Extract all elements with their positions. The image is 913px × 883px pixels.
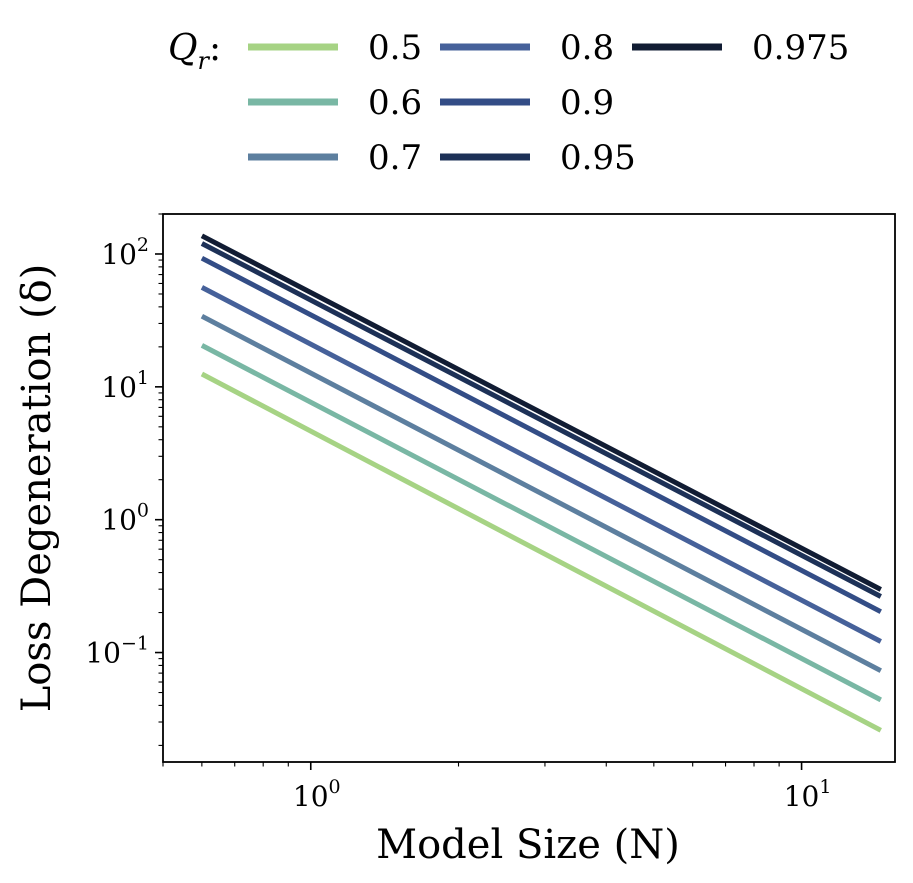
series-line-0-6 bbox=[200, 343, 882, 703]
y-tick-label: 102 bbox=[101, 234, 149, 271]
plot-frame bbox=[162, 213, 896, 763]
y-tick-label: 10−1 bbox=[85, 633, 149, 670]
series-line-0-8 bbox=[200, 285, 882, 644]
legend-label: 0.8 bbox=[560, 28, 614, 68]
legend-label: 0.975 bbox=[752, 28, 849, 68]
series-line-0-9 bbox=[200, 255, 882, 614]
legend-title: Qr: bbox=[168, 28, 221, 75]
legend: Qr: 0.5 0.6 0.7 0.8 0.9 0.95 0.975 bbox=[168, 28, 849, 178]
x-axis-label: Model Size (N) bbox=[376, 822, 680, 868]
series-line-0-975 bbox=[200, 233, 882, 592]
series-line-0-5 bbox=[200, 371, 882, 733]
legend-label: 0.95 bbox=[560, 138, 636, 178]
legend-label: 0.6 bbox=[368, 83, 422, 123]
y-tick-label: 101 bbox=[101, 367, 149, 404]
legend-label: 0.9 bbox=[560, 83, 614, 123]
series-line-0-7 bbox=[200, 313, 882, 673]
legend-label: 0.5 bbox=[368, 28, 422, 68]
y-axis-label: Loss Degeneration (δ) bbox=[14, 264, 60, 713]
y-tick-label: 100 bbox=[101, 500, 149, 537]
x-tick-label: 101 bbox=[784, 776, 832, 813]
x-tick-label: 100 bbox=[293, 776, 341, 813]
series-line-0-95 bbox=[200, 241, 882, 599]
legend-label: 0.7 bbox=[368, 138, 422, 178]
